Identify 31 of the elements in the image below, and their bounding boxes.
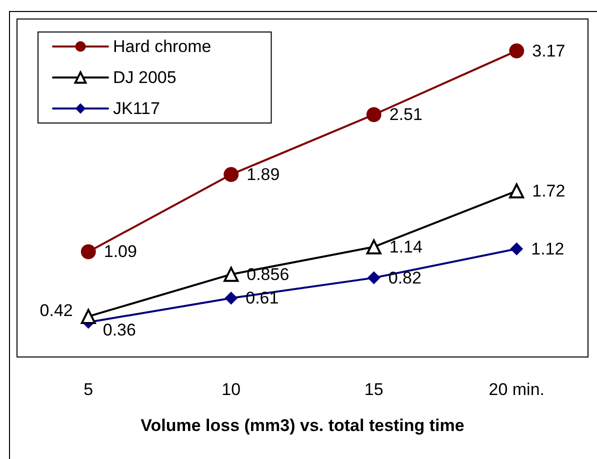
data-label: 1.12 xyxy=(531,239,564,258)
point xyxy=(224,292,238,305)
point xyxy=(510,242,524,256)
point xyxy=(509,183,524,198)
data-label: 1.89 xyxy=(246,164,280,184)
point xyxy=(367,271,380,284)
x-tick-label: 15 xyxy=(364,380,384,399)
data-label: 3.17 xyxy=(532,41,566,60)
data-label: 0.42 xyxy=(40,300,73,320)
x-tick-label: 5 xyxy=(84,380,94,399)
x-tick-label: 20 min. xyxy=(488,380,544,399)
point xyxy=(224,166,239,182)
data-label: 1.09 xyxy=(104,242,137,262)
x-tick-label: 10 xyxy=(222,380,241,399)
x-axis-title: Volume loss (mm3) vs. total testing time xyxy=(140,416,464,435)
point xyxy=(224,266,239,282)
data-label: 0.36 xyxy=(102,320,136,340)
data-label: 1.14 xyxy=(389,237,422,256)
point xyxy=(366,107,382,122)
point xyxy=(80,308,96,324)
point xyxy=(509,43,524,58)
legend-label: DJ 2005 xyxy=(113,68,176,87)
data-label: 0.856 xyxy=(246,264,290,284)
legend-label: JK117 xyxy=(113,99,160,118)
point xyxy=(366,239,382,254)
data-label: 0.82 xyxy=(388,268,422,288)
data-label: 0.61 xyxy=(246,288,279,308)
data-label: 1.72 xyxy=(532,181,566,200)
point xyxy=(80,244,96,260)
data-label: 2.51 xyxy=(389,105,422,124)
legend-label: Hard chrome xyxy=(113,37,212,56)
